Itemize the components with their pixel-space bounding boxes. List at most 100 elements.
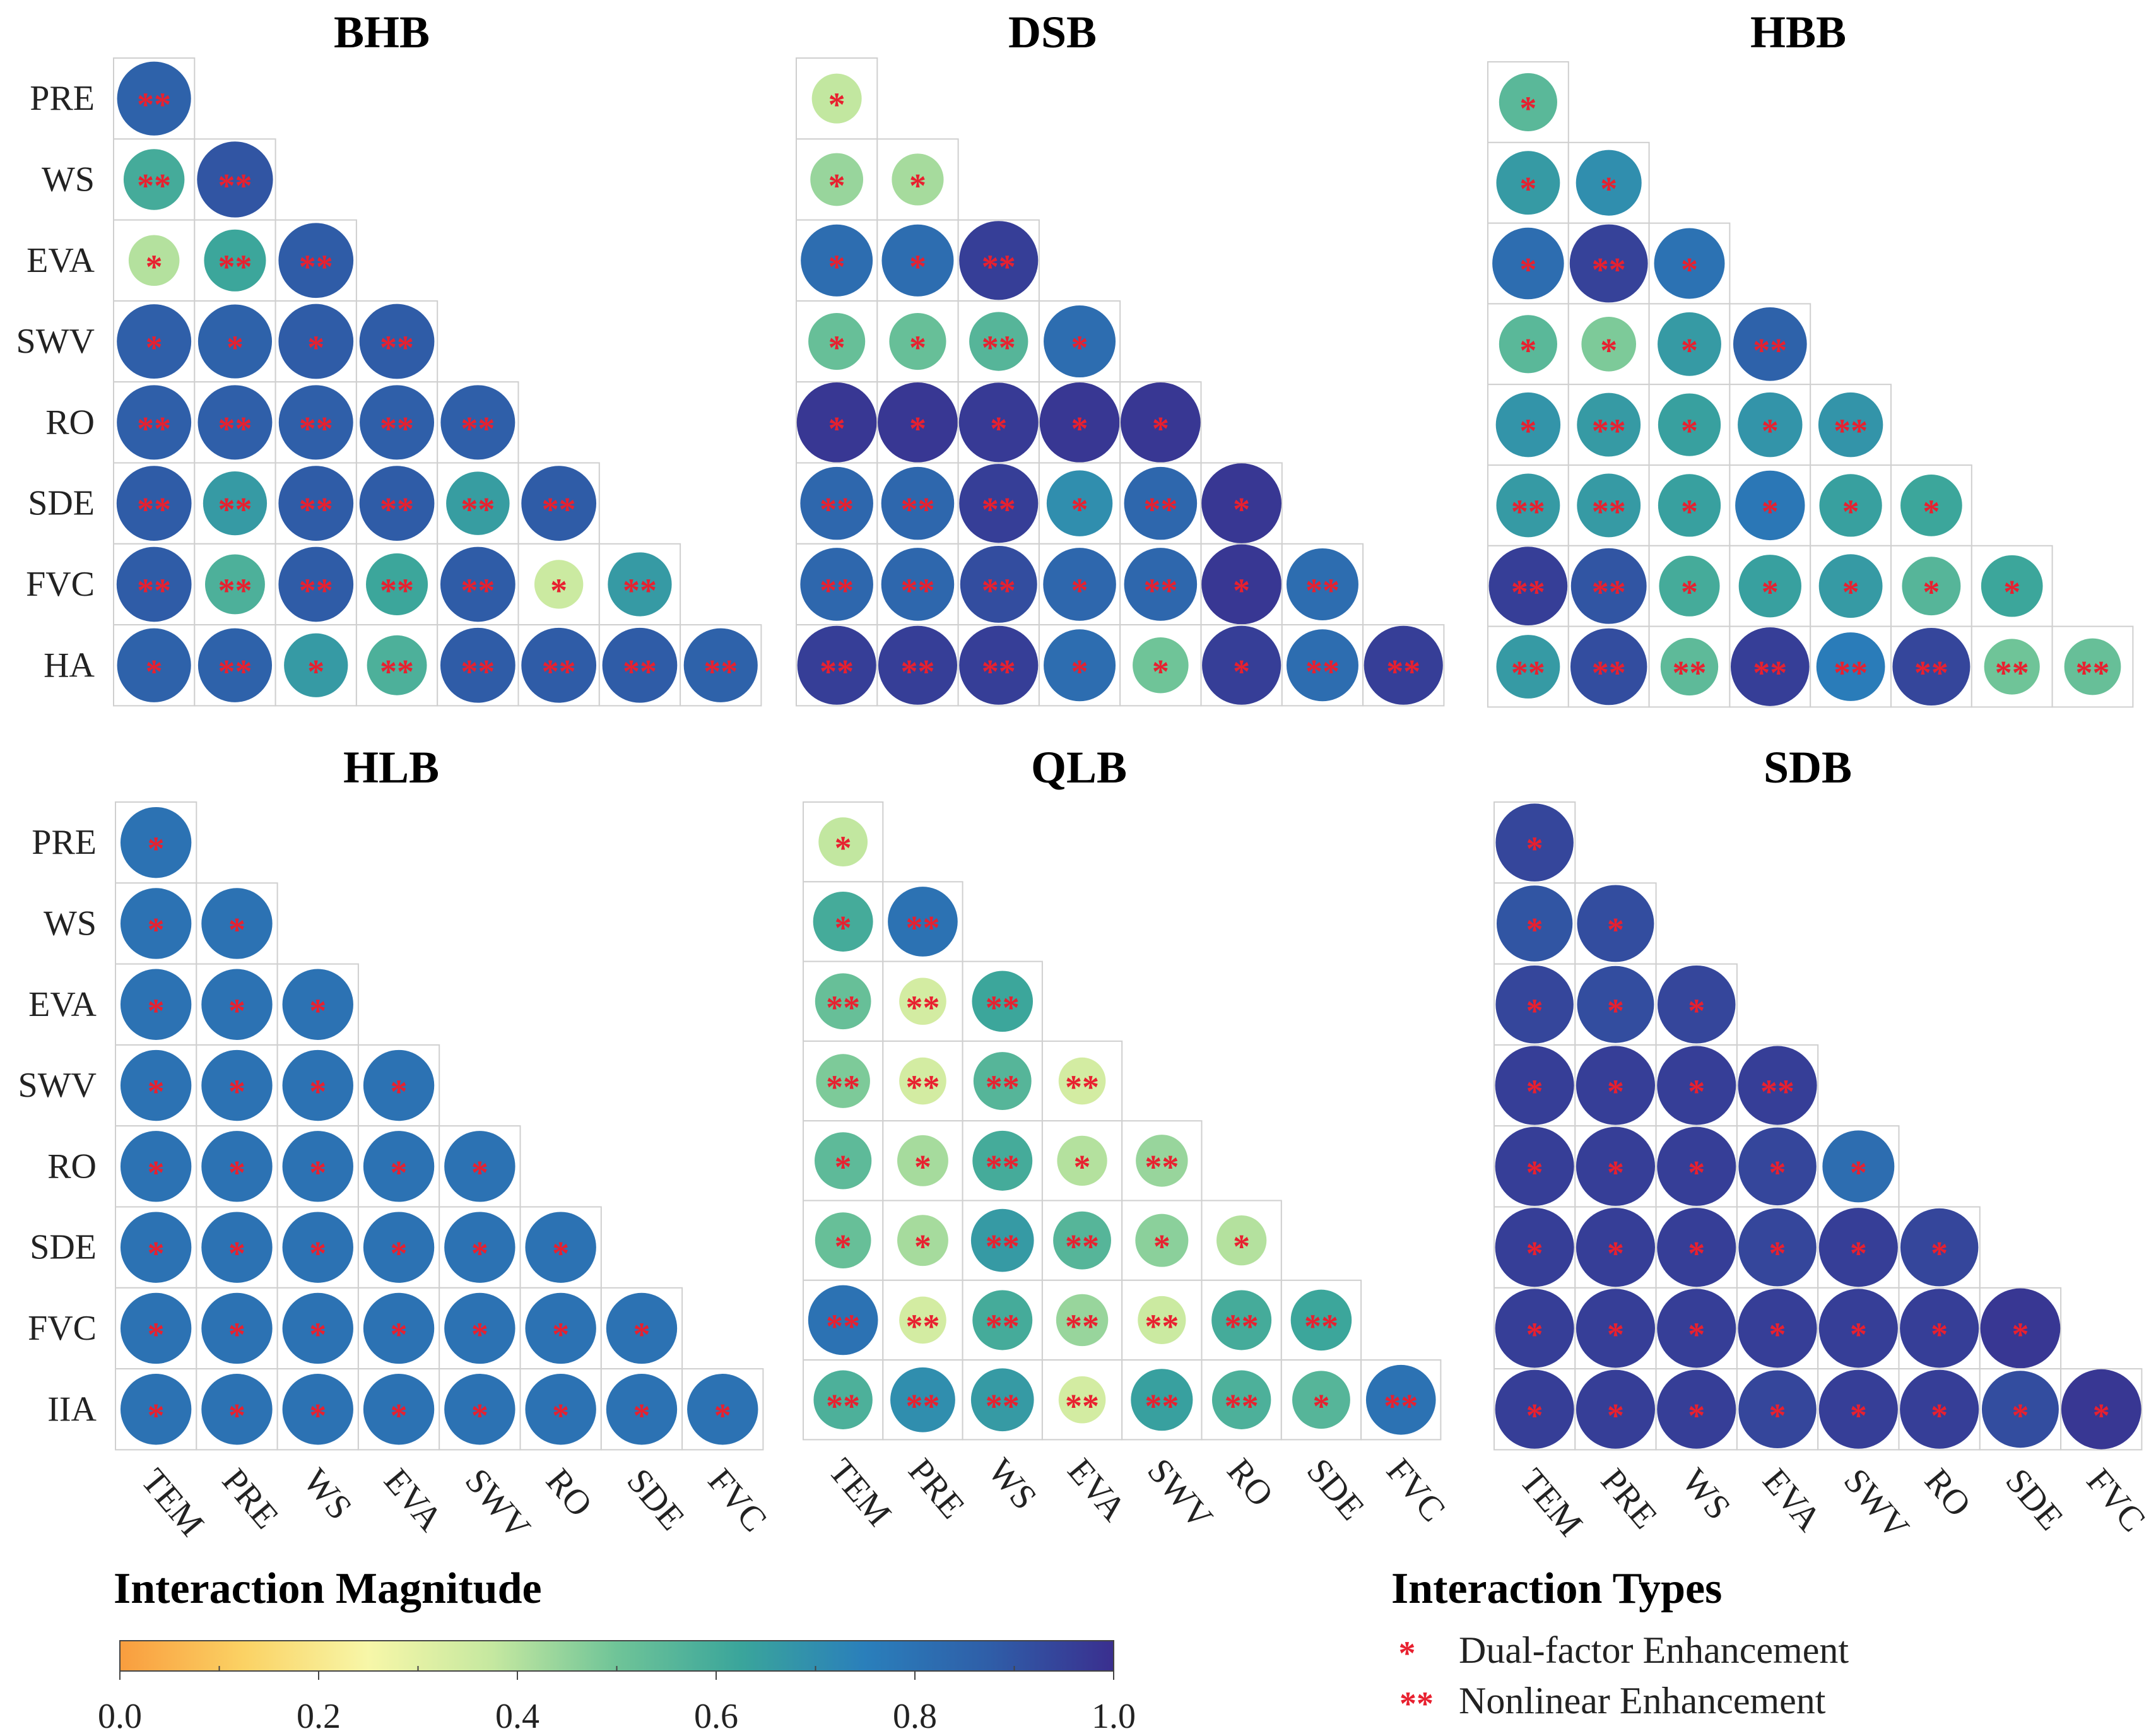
interaction-marker: * — [146, 329, 163, 367]
interaction-bubble — [1124, 548, 1198, 621]
interaction-bubble — [897, 1135, 948, 1186]
column-label: SDE — [1998, 1461, 2070, 1538]
interaction-bubble — [117, 61, 191, 136]
interaction-bubble — [815, 1212, 871, 1269]
interaction-marker: * — [1607, 1073, 1624, 1111]
interaction-marker: ** — [1145, 1148, 1179, 1186]
panel-title: QLB — [1031, 742, 1127, 793]
interaction-marker: ** — [1143, 491, 1177, 529]
interaction-bubble — [282, 1212, 353, 1283]
interaction-marker: * — [835, 829, 852, 867]
interaction-marker: ** — [982, 652, 1016, 690]
column-label: PRE — [1593, 1461, 1665, 1537]
interaction-marker: * — [471, 1154, 488, 1191]
interaction-bubble — [1570, 548, 1647, 624]
interaction-bubble — [117, 385, 192, 460]
interaction-marker: * — [1071, 410, 1088, 447]
interaction-marker: * — [835, 1148, 852, 1186]
interaction-marker: ** — [905, 989, 940, 1027]
interaction-bubble — [1495, 965, 1574, 1044]
interaction-bubble — [1499, 73, 1557, 131]
interaction-bubble — [359, 466, 435, 541]
interaction-marker: * — [227, 329, 244, 367]
interaction-bubble — [282, 969, 353, 1040]
interaction-bubble — [201, 1131, 273, 1202]
interaction-marker: * — [309, 1396, 326, 1434]
interaction-marker: * — [1769, 1316, 1786, 1354]
interaction-bubble — [117, 304, 192, 379]
interaction-bubble — [801, 224, 873, 297]
interaction-marker: * — [1607, 911, 1624, 948]
interaction-bubble — [444, 1131, 515, 1202]
interaction-marker: ** — [986, 1068, 1020, 1106]
interaction-marker: * — [228, 1154, 245, 1191]
row-label: SWV — [16, 322, 95, 361]
interaction-bubble — [811, 73, 862, 124]
interaction-marker: ** — [1225, 1308, 1259, 1345]
interaction-marker: * — [1526, 1073, 1543, 1111]
interaction-marker: * — [1233, 652, 1250, 690]
interaction-marker: * — [552, 1235, 569, 1273]
interaction-marker: ** — [820, 491, 854, 529]
interaction-marker: * — [828, 86, 845, 124]
interaction-marker: ** — [218, 248, 252, 286]
panel-title: SDB — [1764, 742, 1852, 793]
interaction-bubble — [813, 1370, 873, 1429]
row-label: FVC — [28, 1309, 97, 1348]
interaction-bubble — [972, 1130, 1033, 1191]
interaction-bubble — [1576, 1208, 1656, 1287]
colorbar-tick-label: 0.6 — [694, 1697, 738, 1736]
interaction-bubble — [1365, 1364, 1436, 1435]
interaction-marker: ** — [218, 652, 252, 690]
interaction-marker: * — [1842, 493, 1859, 531]
interaction-bubble — [1495, 392, 1561, 458]
interaction-bubble — [878, 382, 958, 463]
interaction-marker: * — [1688, 1316, 1705, 1354]
interaction-bubble — [797, 625, 876, 705]
interaction-marker: ** — [1753, 654, 1787, 692]
row-label: FVC — [26, 565, 95, 604]
interaction-bubble — [1577, 965, 1654, 1043]
panel-title: HLB — [343, 742, 439, 793]
interaction-marker: ** — [826, 1068, 860, 1106]
interaction-bubble — [282, 1374, 353, 1445]
column-label: RO — [538, 1461, 600, 1524]
interaction-marker: * — [148, 1073, 165, 1111]
interaction-bubble — [1131, 1369, 1193, 1431]
interaction-marker: ** — [986, 1148, 1020, 1186]
interaction-bubble — [521, 627, 597, 703]
column-label: WS — [1674, 1461, 1738, 1527]
interaction-bubble — [360, 385, 435, 460]
interaction-bubble — [1657, 1046, 1736, 1125]
interaction-bubble — [1286, 629, 1358, 702]
interaction-bubble — [1211, 1290, 1272, 1350]
interaction-marker: ** — [380, 652, 414, 690]
dual-factor-label: Dual-factor Enhancement — [1459, 1629, 1849, 1671]
interaction-bubble — [363, 1292, 435, 1364]
interaction-bubble — [1058, 1057, 1106, 1105]
interaction-marker: * — [1762, 493, 1779, 531]
interaction-marker: * — [228, 1316, 245, 1354]
interaction-bubble — [899, 977, 946, 1025]
interaction-bubble — [123, 149, 185, 210]
interaction-bubble — [810, 153, 864, 206]
interaction-bubble — [973, 1052, 1032, 1110]
interaction-marker: ** — [1592, 493, 1626, 531]
interaction-bubble — [1044, 629, 1116, 702]
interaction-bubble — [1738, 1208, 1817, 1287]
interaction-marker: ** — [299, 572, 333, 610]
interaction-marker: ** — [1760, 1073, 1794, 1111]
interaction-bubble — [201, 969, 273, 1040]
interaction-marker: ** — [1592, 251, 1626, 289]
single-star-symbol: * — [1399, 1634, 1416, 1672]
interaction-bubble — [1892, 627, 1970, 706]
interaction-bubble — [1495, 803, 1574, 882]
interaction-bubble — [815, 973, 871, 1030]
interaction-marker: ** — [905, 1308, 940, 1345]
interaction-marker: * — [1688, 1154, 1705, 1191]
interaction-marker: * — [909, 248, 926, 286]
interaction-marker: ** — [1592, 654, 1626, 692]
interaction-bubble — [120, 1292, 192, 1364]
interaction-bubble — [525, 1374, 596, 1445]
interaction-bubble — [602, 627, 678, 703]
